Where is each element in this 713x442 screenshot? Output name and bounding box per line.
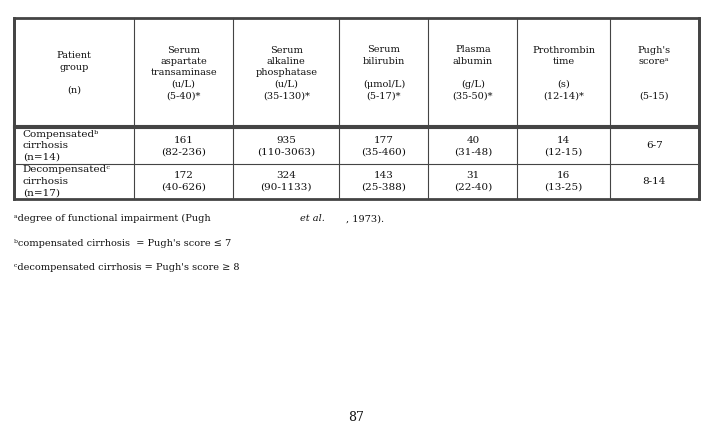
- Text: et al.: et al.: [300, 214, 325, 223]
- Text: 40
(31-48): 40 (31-48): [453, 136, 492, 156]
- Text: 172
(40-626): 172 (40-626): [161, 171, 206, 191]
- Text: Decompensatedᶜ
cirrhosis
(n=17): Decompensatedᶜ cirrhosis (n=17): [23, 165, 111, 197]
- Text: 31
(22-40): 31 (22-40): [453, 171, 492, 191]
- Text: Pugh's
scoreᵃ


(5-15): Pugh's scoreᵃ (5-15): [637, 46, 671, 100]
- Text: 6-7: 6-7: [646, 141, 662, 150]
- Text: Serum
alkaline
phosphatase
(u/L)
(35-130)*: Serum alkaline phosphatase (u/L) (35-130…: [255, 46, 317, 100]
- Text: 324
(90-1133): 324 (90-1133): [260, 171, 312, 191]
- Text: Plasma
albumin

(g/L)
(35-50)*: Plasma albumin (g/L) (35-50)*: [453, 46, 493, 100]
- Text: 8-14: 8-14: [642, 177, 666, 186]
- Text: 14
(12-15): 14 (12-15): [545, 136, 583, 156]
- Text: Serum
aspartate
transaminase
(u/L)
(5-40)*: Serum aspartate transaminase (u/L) (5-40…: [150, 46, 217, 100]
- Text: Compensatedᵇ
cirrhosis
(n=14): Compensatedᵇ cirrhosis (n=14): [23, 130, 99, 162]
- Text: ᶜdecompensated cirrhosis = Pugh's score ≥ 8: ᶜdecompensated cirrhosis = Pugh's score …: [14, 263, 240, 272]
- Text: 161
(82-236): 161 (82-236): [161, 136, 206, 156]
- Text: ᵃdegree of functional impairment (Pugh: ᵃdegree of functional impairment (Pugh: [14, 214, 214, 224]
- Text: 177
(35-460): 177 (35-460): [361, 136, 406, 156]
- Text: 143
(25-388): 143 (25-388): [361, 171, 406, 191]
- Text: 16
(13-25): 16 (13-25): [545, 171, 583, 191]
- Text: Patient
group

(n): Patient group (n): [57, 51, 91, 95]
- Text: Prothrombin
time

(s)
(12-14)*: Prothrombin time (s) (12-14)*: [532, 46, 595, 100]
- Text: Serum
bilirubin

(μmol/L)
(5-17)*: Serum bilirubin (μmol/L) (5-17)*: [363, 46, 405, 100]
- Text: 87: 87: [349, 412, 364, 424]
- Text: ᵇcompensated cirrhosis  = Pugh's score ≤ 7: ᵇcompensated cirrhosis = Pugh's score ≤ …: [14, 239, 232, 248]
- Text: , 1973).: , 1973).: [347, 214, 384, 223]
- Text: 935
(110-3063): 935 (110-3063): [257, 136, 315, 156]
